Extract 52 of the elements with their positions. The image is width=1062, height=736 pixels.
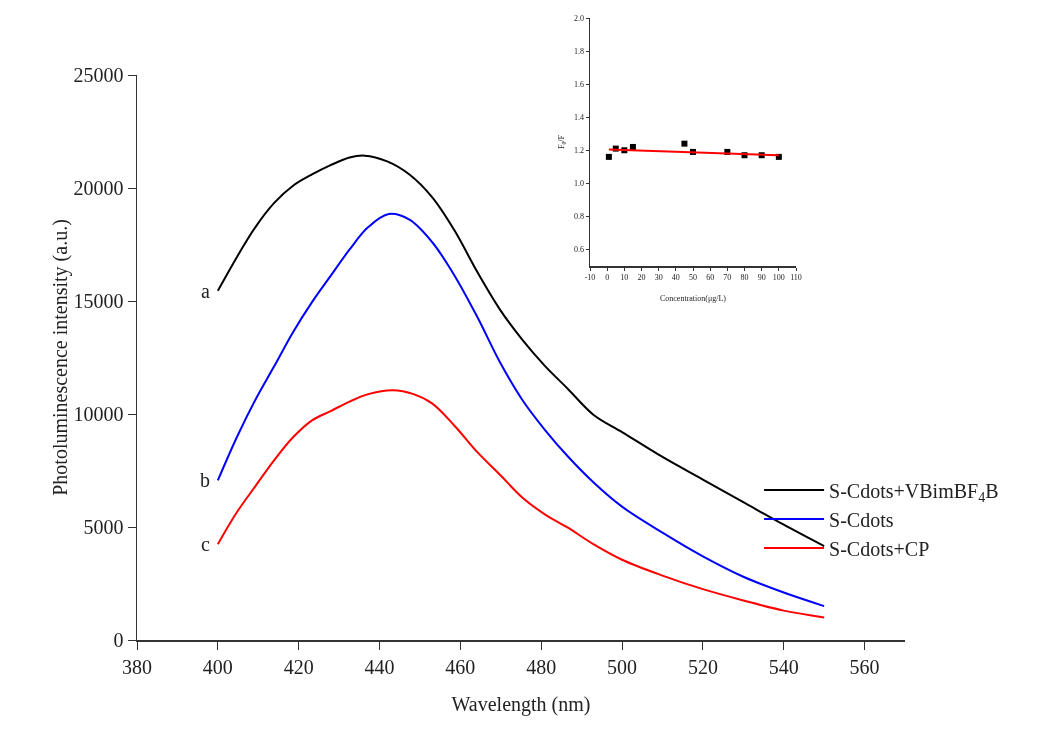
x-tick-label: 50 (689, 273, 697, 283)
x-tick-label: 40 (671, 273, 680, 283)
x-tick-label: 520 (687, 655, 718, 678)
y-tick-label: 0.8 (573, 212, 584, 222)
point (681, 140, 688, 147)
x-tick-label: 540 (768, 655, 799, 678)
x-tick-label: 460 (445, 655, 476, 678)
y-tick-label: 10000 (73, 403, 124, 425)
line-series (216, 154, 826, 548)
y-tick-label: 25000 (73, 64, 124, 86)
legend-label: S-Cdots+VBimBF$_{4}$B (829, 479, 999, 505)
x-tick-label: -10 (584, 273, 596, 283)
legend-label: S-Cdots+CP (829, 537, 930, 560)
y-tick-label: 1.2 (573, 146, 584, 156)
x-tick-label: 20 (637, 273, 646, 283)
annotation: a (201, 280, 210, 302)
x-tick-label: 400 (202, 655, 233, 678)
x-tick-label: 10 (620, 273, 629, 283)
y-tick-label: 1.6 (573, 79, 584, 89)
x-tick-label: 100 (772, 273, 785, 283)
x-tick-label: 30 (654, 273, 663, 283)
x-tick-label: 90 (757, 273, 766, 283)
x-axis-title: Concentration(μg/L) (659, 293, 727, 303)
y-tick-label: 1.4 (573, 113, 584, 122)
line-series (216, 212, 826, 608)
y-tick-label: 1.8 (573, 46, 584, 56)
annotation: c (201, 533, 210, 555)
x-tick-label: 480 (526, 655, 557, 678)
line-series (216, 389, 826, 619)
x-tick-label: 440 (364, 655, 395, 678)
y-tick-label: 1.0 (573, 179, 584, 189)
x-tick-label: 380 (122, 655, 152, 678)
y-tick-label: 15000 (73, 290, 124, 312)
x-tick-label: 500 (607, 655, 638, 678)
x-axis-title: Wavelength (nm) (451, 692, 591, 716)
x-tick-label: 110 (790, 273, 802, 283)
x-tick-label: 0 (605, 273, 610, 283)
y-tick-label: 20000 (73, 177, 124, 199)
x-tick-label: 560 (849, 655, 880, 678)
y-tick-label: 2.0 (573, 13, 584, 23)
y-axis-title: Photoluminescence intensity (a.u.) (48, 219, 72, 496)
x-tick-label: 420 (283, 655, 314, 678)
y-axis-title: F₀/F (556, 134, 566, 149)
x-tick-label: 80 (740, 273, 749, 283)
x-tick-label: 70 (723, 273, 732, 283)
y-tick-label: 0 (113, 629, 124, 651)
y-tick-label: 0.6 (573, 245, 584, 255)
x-tick-label: 60 (706, 273, 715, 283)
point (605, 153, 612, 160)
legend-label: S-Cdots (829, 508, 894, 531)
y-tick-label: 5000 (83, 516, 124, 538)
annotation: b (200, 469, 210, 491)
